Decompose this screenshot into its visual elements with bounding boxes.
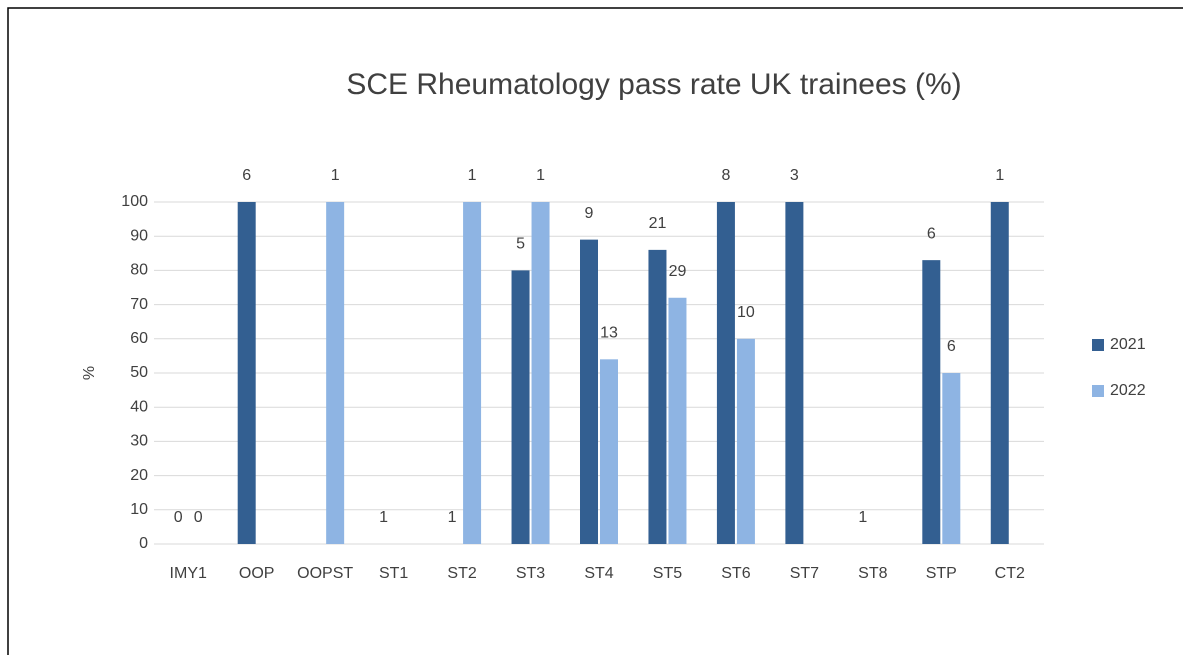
x-tick-label: ST7 <box>790 565 819 582</box>
y-tick-label: 0 <box>139 535 148 552</box>
bar <box>580 239 598 544</box>
bar <box>648 249 667 544</box>
bar <box>736 338 755 544</box>
bar <box>531 202 550 544</box>
x-tick-label: ST2 <box>447 565 476 582</box>
x-tick-label: OOPST <box>297 565 353 582</box>
legend-swatch <box>1092 385 1104 397</box>
data-label: 9 <box>585 205 594 222</box>
x-tick-label: ST4 <box>584 565 613 582</box>
data-label: 21 <box>649 215 667 232</box>
data-label: 1 <box>379 509 388 526</box>
data-label: 1 <box>331 167 340 184</box>
x-tick-label: STP <box>926 565 957 582</box>
data-label: 3 <box>790 167 799 184</box>
x-tick-label: ST6 <box>721 565 750 582</box>
y-tick-label: 80 <box>130 262 148 279</box>
bar <box>237 202 256 544</box>
y-tick-label: 70 <box>130 296 148 313</box>
y-tick-label: 60 <box>130 330 148 347</box>
bar <box>511 270 530 544</box>
y-tick-label: 30 <box>130 433 148 450</box>
bar <box>716 202 735 544</box>
data-label: 5 <box>516 236 525 253</box>
x-tick-label: ST5 <box>653 565 682 582</box>
bar <box>668 297 687 544</box>
y-tick-label: 100 <box>121 193 148 210</box>
y-tick-label: 90 <box>130 227 148 244</box>
x-tick-label: ST3 <box>516 565 545 582</box>
legend-swatch <box>1092 339 1104 351</box>
legend-label: 2021 <box>1110 336 1146 353</box>
bar <box>990 202 1009 544</box>
data-label: 10 <box>737 304 755 321</box>
y-axis-label: % <box>81 366 98 380</box>
x-tick-label: OOP <box>239 565 275 582</box>
data-label: 0 <box>194 509 203 526</box>
data-label: 29 <box>669 263 687 280</box>
chart-title: SCE Rheumatology pass rate UK trainees (… <box>346 68 961 101</box>
bar <box>942 373 961 544</box>
x-tick-label: ST8 <box>858 565 887 582</box>
data-label: 1 <box>858 509 867 526</box>
y-tick-label: 10 <box>130 501 148 518</box>
y-tick-label: 50 <box>130 364 148 381</box>
data-label: 1 <box>468 167 477 184</box>
data-label: 1 <box>536 167 545 184</box>
bar <box>463 202 482 544</box>
bar <box>785 202 804 544</box>
data-label: 1 <box>448 509 457 526</box>
data-label: 13 <box>600 325 618 342</box>
data-label: 0 <box>174 509 183 526</box>
data-label: 6 <box>947 338 956 355</box>
data-label: 6 <box>927 225 936 242</box>
y-tick-label: 40 <box>130 398 148 415</box>
y-tick-label: 20 <box>130 467 148 484</box>
bar <box>922 260 941 544</box>
x-tick-label: CT2 <box>995 565 1025 582</box>
bar <box>600 359 618 544</box>
data-label: 1 <box>995 167 1004 184</box>
x-tick-label: ST1 <box>379 565 408 582</box>
data-label: 6 <box>242 167 251 184</box>
x-tick-label: IMY1 <box>170 565 207 582</box>
data-label: 8 <box>721 167 730 184</box>
legend-label: 2022 <box>1110 382 1146 399</box>
bar <box>326 202 345 544</box>
